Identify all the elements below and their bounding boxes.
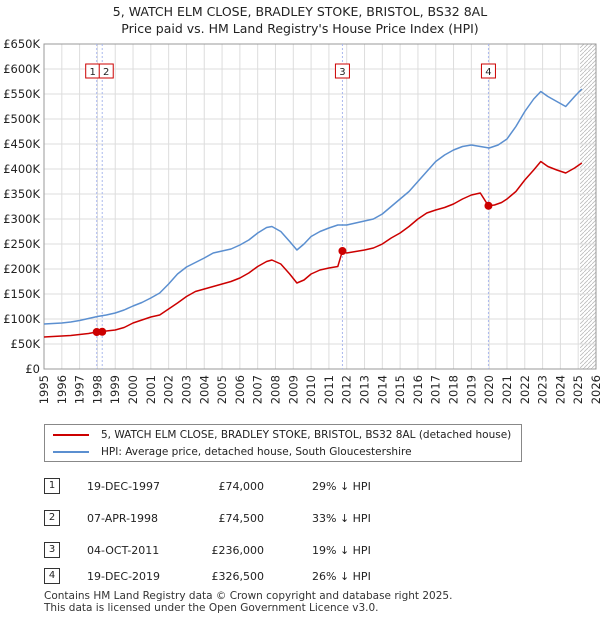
y-tick-label: £450K — [3, 137, 40, 151]
event-label-box — [98, 63, 114, 79]
transaction-hpi-diff: 26% ↓ HPI — [312, 570, 371, 583]
x-tick-label: 2016 — [411, 375, 425, 404]
y-tick-label: £150K — [3, 287, 40, 301]
transaction-hpi-diff: 33% ↓ HPI — [312, 512, 371, 525]
x-tick-label: 2022 — [518, 375, 532, 404]
legend-label-hpi: HPI: Average price, detached house, Sout… — [101, 446, 412, 458]
y-tick-label: £350K — [3, 187, 40, 201]
legend-item-property: 5, WATCH ELM CLOSE, BRADLEY STOKE, BRIST… — [53, 429, 511, 441]
x-tick-label: 2023 — [536, 375, 550, 404]
y-tick-label: £650K — [3, 37, 40, 51]
y-tick-label: £250K — [3, 237, 40, 251]
chart-legend: 5, WATCH ELM CLOSE, BRADLEY STOKE, BRIST… — [44, 424, 522, 462]
transaction-date: 19-DEC-1997 — [87, 480, 161, 493]
x-tick-label: 2001 — [144, 375, 158, 404]
x-tick-label: 2015 — [393, 375, 407, 404]
transaction-price: £326,500 — [211, 570, 265, 583]
footer-line-2: This data is licensed under the Open Gov… — [44, 602, 379, 614]
property-price-line — [43, 160, 583, 338]
event-label: 3 — [339, 67, 345, 78]
y-tick-label: £400K — [3, 162, 40, 176]
y-tick-label: £300K — [3, 212, 40, 226]
x-tick-label: 2020 — [482, 375, 496, 404]
chart-title-line1: 5, WATCH ELM CLOSE, BRADLEY STOKE, BRIST… — [112, 4, 488, 19]
x-tick-label: 2014 — [375, 375, 389, 404]
x-tick-label: 2024 — [553, 375, 567, 404]
transaction-hpi-diff: 19% ↓ HPI — [312, 544, 371, 557]
plot-area — [44, 44, 596, 369]
x-tick-label: 2012 — [340, 375, 354, 404]
event-label-box — [480, 63, 496, 79]
footer-attribution: Contains HM Land Registry data © Crown c… — [44, 590, 452, 614]
x-tick-label: 2010 — [304, 375, 318, 404]
legend-swatch-property — [53, 434, 89, 436]
event-label: 4 — [485, 67, 491, 78]
x-tick-label: 2007 — [251, 375, 265, 404]
event-label: 1 — [90, 67, 96, 78]
x-tick-label: 2009 — [286, 375, 300, 404]
y-tick-label: £100K — [3, 312, 40, 326]
x-tick-label: 2017 — [429, 375, 443, 404]
x-tick-label: 1999 — [108, 375, 122, 404]
x-tick-label: 2004 — [197, 375, 211, 404]
transaction-hpi-diff: 29% ↓ HPI — [312, 480, 371, 493]
x-tick-label: 2000 — [126, 375, 140, 404]
event-label: 2 — [103, 67, 109, 78]
transaction-row: 4 19-DEC-2019 £326,500 26% ↓ HPI — [0, 566, 600, 588]
transaction-row: 3 04-OCT-2011 £236,000 19% ↓ HPI — [0, 540, 600, 562]
x-tick-label: 2026 — [589, 375, 600, 404]
transaction-number: 4 — [44, 568, 60, 584]
transaction-number: 2 — [44, 510, 60, 526]
x-tick-label: 1995 — [37, 375, 51, 404]
y-tick-label: £600K — [3, 62, 40, 76]
y-tick-label: £0 — [25, 362, 40, 376]
transaction-date: 07-APR-1998 — [87, 512, 159, 525]
transaction-price: £236,000 — [211, 544, 265, 557]
x-tick-label: 2002 — [162, 375, 176, 404]
transaction-number: 1 — [44, 478, 60, 494]
x-tick-label: 1997 — [73, 375, 87, 404]
x-tick-label: 2025 — [571, 375, 585, 404]
legend-item-hpi: HPI: Average price, detached house, Sout… — [53, 446, 412, 458]
x-tick-label: 2019 — [464, 375, 478, 404]
x-tick-label: 2006 — [233, 375, 247, 404]
transaction-price: £74,500 — [218, 512, 265, 525]
x-tick-label: 1996 — [55, 375, 69, 404]
event-label-box — [334, 63, 350, 79]
footer-line-1: Contains HM Land Registry data © Crown c… — [44, 590, 453, 602]
y-tick-label: £500K — [3, 112, 40, 126]
x-tick-label: 1998 — [90, 375, 104, 404]
y-tick-label: £200K — [3, 262, 40, 276]
plot-frame — [43, 43, 597, 370]
transaction-date: 04-OCT-2011 — [87, 544, 160, 557]
legend-swatch-hpi — [53, 451, 89, 453]
x-tick-label: 2003 — [179, 375, 193, 404]
transaction-date: 19-DEC-2019 — [87, 570, 161, 583]
transaction-row: 2 07-APR-1998 £74,500 33% ↓ HPI — [0, 508, 600, 530]
sale-point-marker — [338, 247, 347, 255]
forecast-hatch-region — [579, 44, 596, 369]
x-tick-label: 2021 — [500, 375, 514, 404]
x-tick-label: 2005 — [215, 375, 229, 404]
price-chart: £0 £50K £100K £150K £200K £250K £300K £350K £400… — [3, 37, 600, 404]
transaction-number: 3 — [44, 542, 60, 558]
x-tick-label: 2013 — [358, 375, 372, 404]
hpi-line — [43, 88, 583, 325]
sale-point-marker — [484, 201, 493, 210]
y-tick-label: £50K — [11, 337, 41, 351]
transaction-row: 1 19-DEC-1997 £74,000 29% ↓ HPI — [0, 476, 600, 498]
x-tick-label: 2008 — [268, 375, 282, 404]
x-tick-label: 2018 — [447, 375, 461, 404]
legend-label-property: 5, WATCH ELM CLOSE, BRADLEY STOKE, BRIST… — [101, 429, 512, 441]
y-tick-label: £550K — [3, 87, 40, 101]
transaction-price: £74,000 — [218, 480, 265, 493]
x-tick-label: 2011 — [322, 375, 336, 404]
chart-title-line2: Price paid vs. HM Land Registry's House … — [121, 21, 479, 36]
sale-point-marker — [98, 327, 107, 336]
